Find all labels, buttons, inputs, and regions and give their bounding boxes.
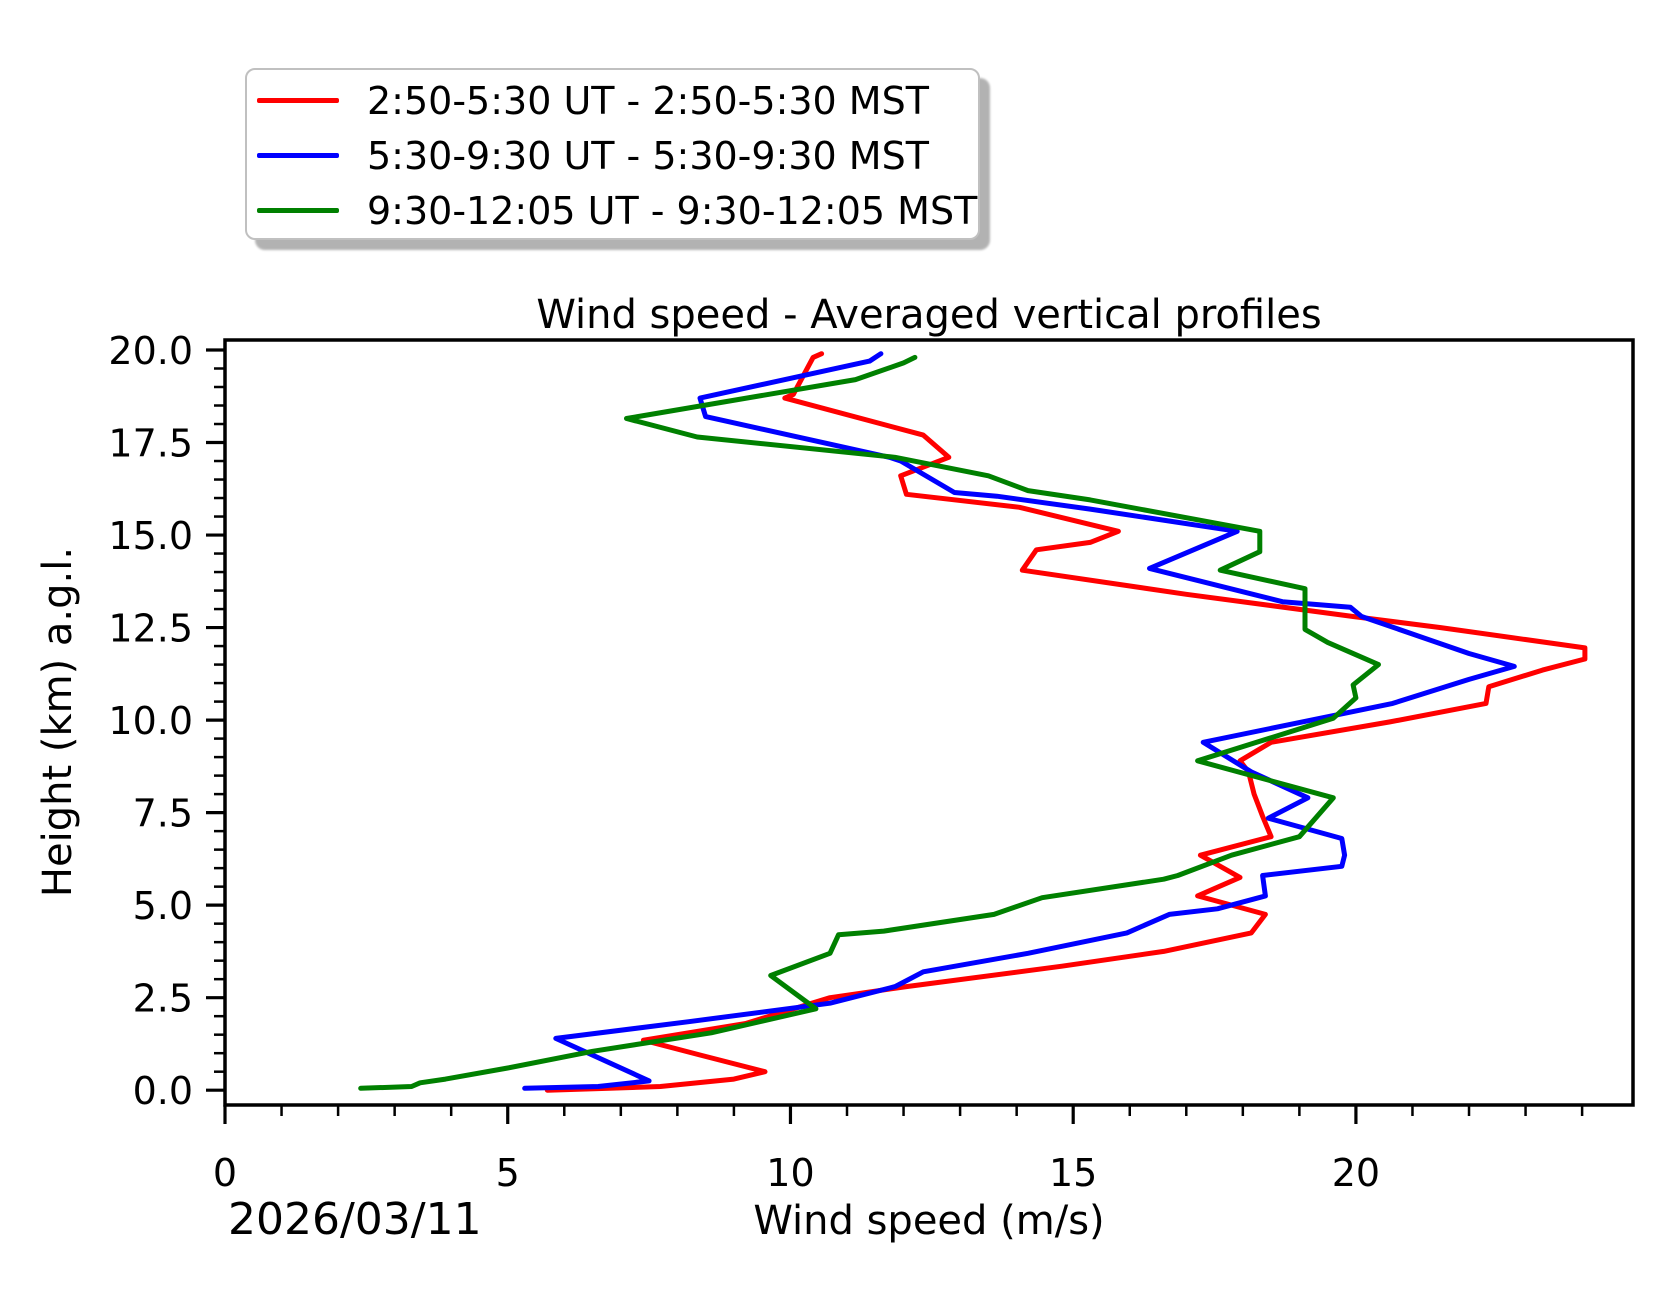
y-tick-label: 17.5 bbox=[108, 422, 193, 466]
legend-line-swatch-blue bbox=[257, 153, 339, 158]
x-tick-label: 10 bbox=[766, 1151, 814, 1195]
plot-frame bbox=[223, 338, 1635, 1107]
y-tick-label: 12.5 bbox=[108, 607, 193, 651]
legend-line-swatch-green bbox=[257, 208, 339, 213]
x-tick-label: 20 bbox=[1332, 1151, 1380, 1195]
legend-entry-label: 9:30-12:05 UT - 9:30-12:05 MST bbox=[367, 188, 978, 233]
y-tick-label: 20.0 bbox=[108, 329, 193, 373]
x-tick-label: 0 bbox=[213, 1151, 237, 1195]
legend-line-swatch-red bbox=[257, 98, 339, 103]
y-axis-label: Height (km) a.g.l. bbox=[35, 546, 81, 898]
date-label: 2026/03/11 bbox=[228, 1194, 482, 1245]
y-tick-label: 2.5 bbox=[133, 977, 193, 1021]
legend-box: 2:50-5:30 UT - 2:50-5:30 MST 5:30-9:30 U… bbox=[245, 68, 980, 240]
legend-entry: 9:30-12:05 UT - 9:30-12:05 MST bbox=[247, 183, 978, 238]
x-tick-label: 5 bbox=[496, 1151, 520, 1195]
profile-line-0 bbox=[544, 351, 1588, 1093]
x-tick-label: 15 bbox=[1049, 1151, 1097, 1195]
y-tick-label: 5.0 bbox=[133, 884, 193, 928]
legend-entry: 5:30-9:30 UT - 5:30-9:30 MST bbox=[247, 128, 978, 183]
y-tick-label: 7.5 bbox=[133, 792, 193, 836]
y-tick-label: 15.0 bbox=[108, 514, 193, 558]
legend-entry-label: 5:30-9:30 UT - 5:30-9:30 MST bbox=[367, 133, 929, 178]
y-tick-label: 0.0 bbox=[133, 1069, 193, 1113]
profile-line-1 bbox=[522, 351, 1517, 1091]
legend-entry-label: 2:50-5:30 UT - 2:50-5:30 MST bbox=[367, 78, 929, 123]
chart-title: Wind speed - Averaged vertical profiles bbox=[536, 292, 1322, 338]
x-axis-label: Wind speed (m/s) bbox=[753, 1198, 1105, 1244]
profile-line-2 bbox=[358, 354, 1381, 1091]
y-tick-label: 10.0 bbox=[108, 699, 193, 743]
legend-entry: 2:50-5:30 UT - 2:50-5:30 MST bbox=[247, 73, 978, 128]
